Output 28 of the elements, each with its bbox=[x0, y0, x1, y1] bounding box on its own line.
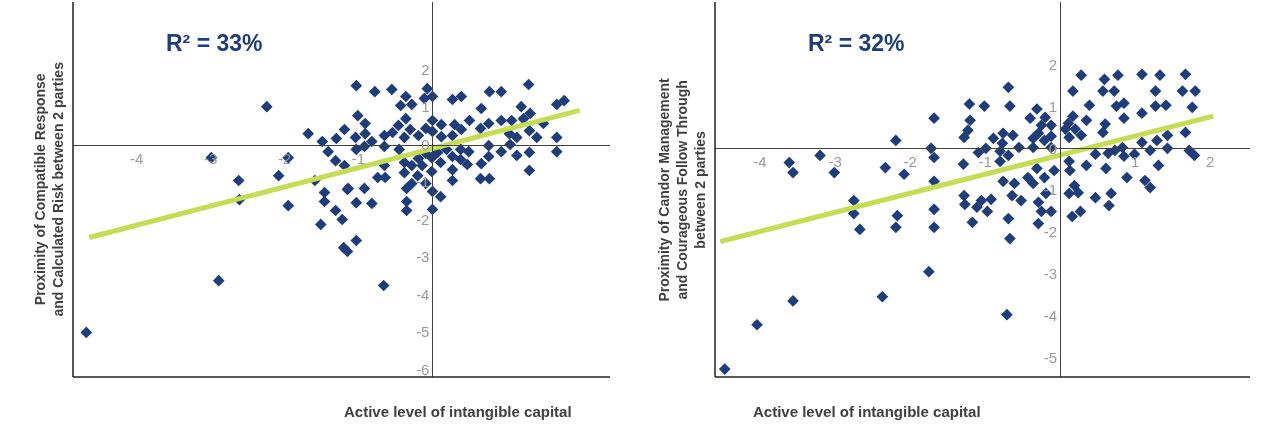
y-tick-label: -4 bbox=[416, 285, 430, 303]
x-tick-label: -1 bbox=[978, 153, 992, 171]
y-axis-title: Proximity of Candor Management and Courageous Follow Through between 2 parties bbox=[655, 77, 708, 302]
x-tick-label: 2 bbox=[1206, 153, 1215, 171]
y-tick-label: -5 bbox=[416, 323, 430, 341]
x-tick-label: -4 bbox=[753, 153, 767, 171]
y-tick-label: -2 bbox=[416, 210, 430, 228]
y-tick-label: 2 bbox=[421, 60, 430, 78]
annotation: R² = 32% bbox=[808, 30, 905, 56]
y-tick-label: -4 bbox=[1043, 306, 1058, 324]
y-axis-title: Proximity of Compatible Response and Calculated Risk between 2 parties bbox=[31, 61, 66, 317]
x-axis-title: Active level of intangible capital bbox=[753, 403, 981, 420]
y-tick-label: -2 bbox=[1043, 223, 1058, 241]
y-tick-label: 1 bbox=[421, 98, 430, 116]
x-tick-label: 1 bbox=[1131, 153, 1140, 171]
y-tick-label: 1 bbox=[1048, 97, 1058, 115]
y-tick-label: 2 bbox=[1048, 55, 1058, 73]
y-tick-label: -5 bbox=[1043, 348, 1058, 366]
x-tick-label: -2 bbox=[277, 149, 292, 167]
x-tick-label: -4 bbox=[129, 149, 144, 167]
x-tick-label: -3 bbox=[828, 153, 842, 171]
y-tick-label: -6 bbox=[416, 360, 430, 378]
y-tick-label: -3 bbox=[416, 248, 430, 266]
x-axis-title: Active level of intangible capital bbox=[344, 403, 572, 420]
annotation: R² = 33% bbox=[166, 30, 263, 56]
y-tick-label: -3 bbox=[1043, 264, 1058, 282]
x-tick-label: -1 bbox=[351, 149, 366, 167]
x-tick-label: -2 bbox=[903, 153, 917, 171]
